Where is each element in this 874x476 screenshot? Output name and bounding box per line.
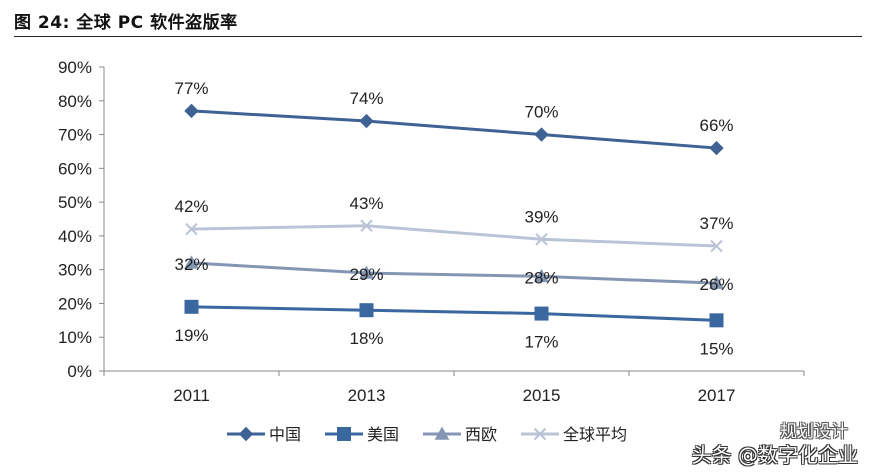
- y-tick-label: 90%: [58, 58, 92, 77]
- data-point: [709, 313, 724, 328]
- data-label: 42%: [174, 197, 208, 216]
- data-point: [359, 303, 374, 318]
- data-label: 28%: [524, 268, 558, 287]
- data-label: 74%: [349, 89, 383, 108]
- y-tick-label: 50%: [58, 193, 92, 212]
- legend-label: 中国: [269, 425, 301, 444]
- y-tick-label: 40%: [58, 227, 92, 246]
- x-tick-label: 2015: [523, 386, 561, 405]
- y-tick-label: 60%: [58, 159, 92, 178]
- data-point: [184, 103, 199, 119]
- figure-label: 图 24: 全球 PC 软件盗版率: [14, 13, 238, 33]
- data-point: [535, 233, 548, 246]
- watermark: 头条 @数字化企业: [691, 443, 858, 467]
- legend-marker: [434, 426, 450, 440]
- legend-label: 全球平均: [563, 425, 627, 444]
- legend-marker: [337, 427, 351, 441]
- series-line: [191, 261, 717, 285]
- data-label: 17%: [524, 333, 558, 352]
- legend-item: 全球平均: [521, 425, 627, 444]
- y-tick-label: 20%: [58, 294, 92, 313]
- y-tick-label: 80%: [58, 92, 92, 111]
- y-tick-label: 30%: [58, 261, 92, 280]
- data-label: 18%: [349, 329, 383, 348]
- series-line: [191, 109, 717, 150]
- data-point: [184, 299, 199, 314]
- data-point: [184, 255, 199, 269]
- x-tick-label: 2013: [348, 386, 386, 405]
- x-tick-label: 2017: [698, 386, 736, 405]
- data-point: [360, 219, 373, 232]
- data-label: 29%: [349, 265, 383, 284]
- legend-item: 美国: [325, 425, 399, 444]
- data-label: 32%: [174, 255, 208, 274]
- data-point: [709, 275, 724, 289]
- data-point: [359, 113, 374, 129]
- figure-header: 图 24: 全球 PC 软件盗版率: [14, 6, 862, 37]
- data-label: 26%: [699, 275, 733, 294]
- data-point: [359, 265, 374, 279]
- legend-marker: [533, 427, 547, 441]
- data-point: [534, 127, 549, 142]
- series-line: [191, 224, 717, 248]
- data-point: [534, 268, 549, 283]
- legend-label: 美国: [367, 425, 399, 444]
- data-point: [709, 140, 724, 156]
- data-label: 43%: [349, 194, 383, 213]
- data-label: 39%: [524, 207, 558, 226]
- y-tick-label: 10%: [58, 328, 92, 347]
- y-tick-label: 70%: [58, 126, 92, 145]
- data-point: [534, 306, 549, 321]
- watermark-top: 规划设计: [780, 422, 848, 442]
- data-label: 66%: [699, 116, 733, 135]
- data-label: 15%: [699, 339, 733, 358]
- data-label: 70%: [524, 103, 558, 122]
- y-tick-label: 0%: [67, 362, 92, 381]
- series-line: [191, 305, 717, 322]
- legend-item: 中国: [227, 425, 301, 444]
- data-label: 37%: [699, 214, 733, 233]
- data-label: 19%: [174, 326, 208, 345]
- legend-marker: [238, 426, 254, 442]
- data-point: [185, 222, 198, 236]
- legend-item: 西欧: [423, 425, 497, 444]
- x-tick-label: 2011: [173, 386, 210, 405]
- legend-label: 西欧: [465, 425, 497, 444]
- data-point: [710, 239, 723, 253]
- data-label: 77%: [174, 79, 208, 98]
